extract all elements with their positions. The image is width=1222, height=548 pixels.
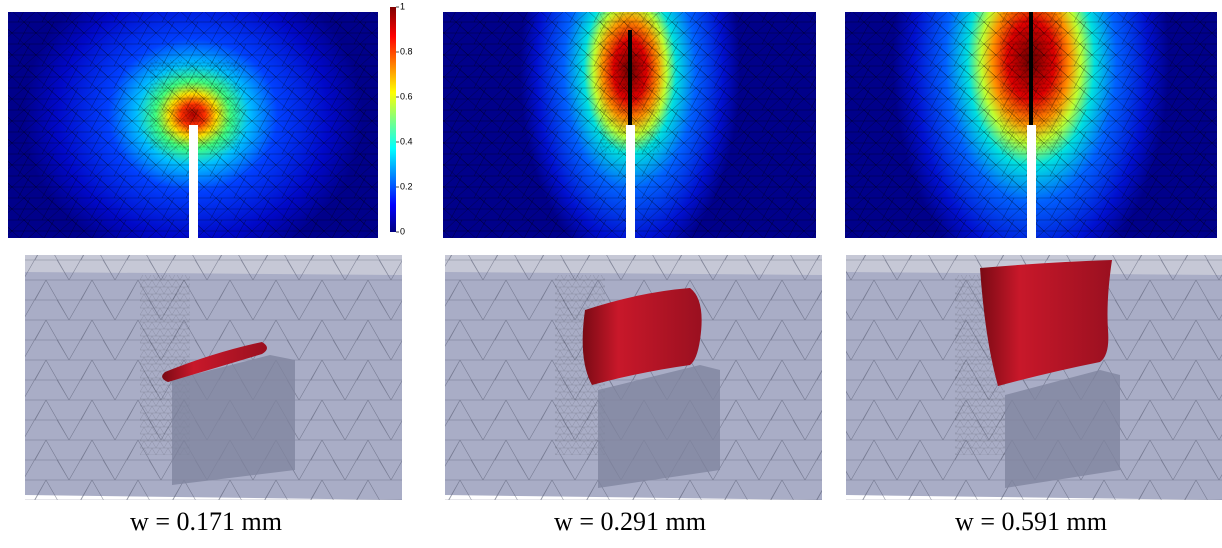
colorbar-tick-label: 0.4 [400, 136, 413, 146]
field-panel-1 [8, 12, 378, 238]
colorbar-tick-label: 0.2 [400, 181, 413, 191]
field-panel-3 [845, 12, 1217, 238]
crack-render-3 [846, 255, 1222, 500]
colorbar-tick-label: 1 [400, 1, 405, 11]
caption: w = 0.171 mm [130, 507, 282, 536]
colorbar-tick-label: 0.6 [400, 91, 413, 101]
field-panel-2 [443, 12, 816, 238]
caption: w = 0.591 mm [955, 507, 1107, 536]
colorbar-tick-label: 0 [400, 226, 405, 236]
crack-render-2 [445, 255, 822, 500]
colorbar-tick-label: 0.8 [400, 46, 413, 56]
colorbar [390, 7, 396, 232]
caption: w = 0.291 mm [554, 507, 706, 536]
crack-render-1 [25, 255, 402, 500]
